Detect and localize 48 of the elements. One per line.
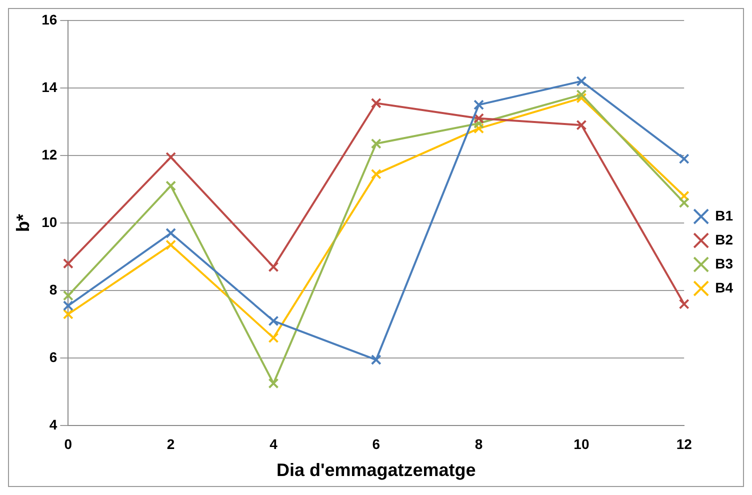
legend-label: B3 <box>715 255 734 272</box>
x-axis-title: Dia d'emmagatzematge <box>276 460 476 480</box>
point <box>370 168 382 180</box>
point <box>166 240 176 250</box>
point <box>474 123 484 134</box>
x-tick-label: 8 <box>474 436 483 452</box>
x-tick-label: 4 <box>270 436 278 452</box>
point <box>678 298 690 310</box>
point <box>268 262 279 272</box>
point <box>474 118 484 129</box>
point <box>166 152 176 162</box>
x-tick-label: 10 <box>574 436 590 452</box>
point <box>62 290 74 301</box>
y-tick-label: 6 <box>49 348 58 365</box>
point <box>268 332 279 344</box>
point <box>370 138 382 149</box>
point <box>678 190 690 202</box>
point <box>576 92 587 104</box>
legend-label: B4 <box>715 279 734 296</box>
x-tick-label: 0 <box>64 436 72 452</box>
y-tick-label: 12 <box>42 146 58 162</box>
y-axis-title: b* <box>12 214 33 232</box>
point <box>370 354 382 365</box>
x-tick-label: 6 <box>372 436 380 452</box>
x-tick-label: 2 <box>166 436 175 452</box>
point <box>576 120 587 130</box>
y-tick-label: 4 <box>49 416 58 432</box>
point <box>62 300 74 311</box>
point <box>62 258 74 269</box>
y-tick-label: 14 <box>42 78 58 95</box>
point <box>166 180 176 192</box>
y-tick-label: 16 <box>42 11 58 28</box>
point <box>268 378 279 389</box>
point <box>576 76 587 86</box>
point <box>268 316 279 326</box>
point <box>678 154 690 164</box>
y-tick-label: 10 <box>42 214 58 230</box>
point <box>678 198 690 208</box>
legend-label: B1 <box>715 207 734 224</box>
point <box>166 228 176 238</box>
point <box>62 308 74 320</box>
legend-label: B2 <box>715 231 734 248</box>
point <box>474 100 484 110</box>
point <box>474 113 484 124</box>
point <box>370 98 382 108</box>
x-tick-label: 12 <box>676 436 692 452</box>
y-tick-label: 8 <box>49 281 58 298</box>
point <box>576 89 587 100</box>
